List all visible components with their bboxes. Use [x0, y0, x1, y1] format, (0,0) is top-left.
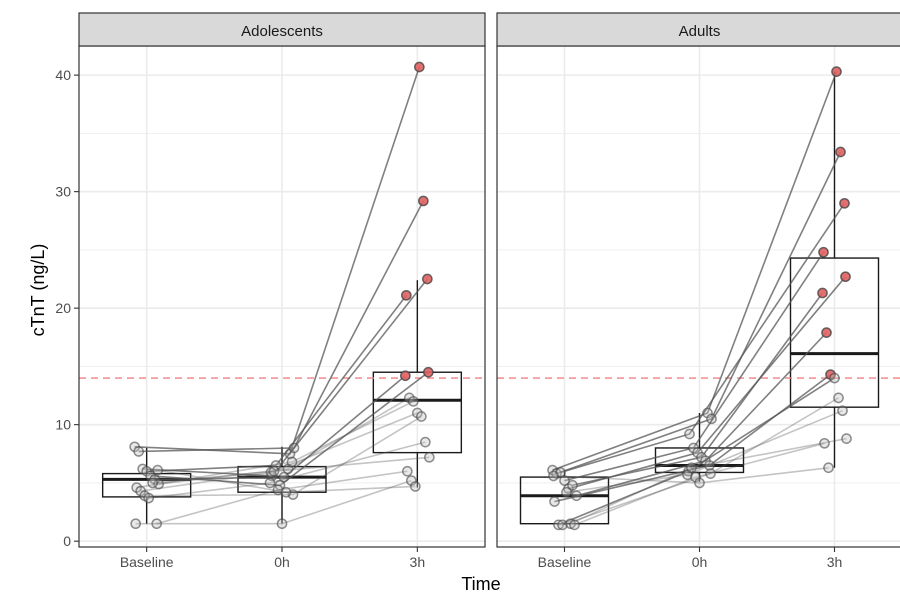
data-point [822, 328, 831, 337]
y-tick-label: 30 [55, 184, 71, 200]
facet-panel-adults: Adults [497, 13, 900, 547]
x-tick-label: 3h [410, 554, 426, 570]
data-point [153, 466, 162, 475]
data-point [842, 434, 851, 443]
data-point [819, 248, 828, 257]
data-point [570, 520, 579, 529]
data-point [824, 463, 833, 472]
data-point [820, 439, 829, 448]
data-point [265, 478, 274, 487]
y-axis-title: cTnT (ng/L) [28, 244, 48, 337]
x-axis: Baseline 0h 3h Baseline 0h 3h [120, 547, 842, 570]
data-point [134, 447, 143, 456]
facet-panel-adolescents: Adolescents [79, 13, 485, 547]
data-point [549, 471, 558, 480]
data-point [277, 519, 286, 528]
data-point [411, 482, 420, 491]
data-point [419, 196, 428, 205]
data-point [841, 272, 850, 281]
data-point [562, 488, 571, 497]
data-point [403, 467, 412, 476]
facet-panels: Adolescents Adults [79, 13, 900, 547]
data-point [424, 368, 433, 377]
data-point [401, 371, 410, 380]
x-tick-label: 3h [827, 554, 843, 570]
data-point [818, 288, 827, 297]
x-tick-label: Baseline [538, 554, 592, 570]
y-axis: 0 10 20 30 40 [55, 67, 79, 549]
x-axis-title: Time [461, 574, 500, 594]
facet-strip-label: Adults [679, 23, 721, 40]
data-point [131, 519, 140, 528]
data-point [830, 373, 839, 382]
data-point [695, 478, 704, 487]
data-point [269, 467, 278, 476]
y-tick-label: 40 [55, 67, 71, 83]
x-tick-label: 0h [692, 554, 708, 570]
data-point [415, 62, 424, 71]
data-point [685, 429, 694, 438]
data-point [417, 412, 426, 421]
data-point [402, 291, 411, 300]
data-point [409, 397, 418, 406]
data-point [421, 438, 430, 447]
data-point [144, 493, 153, 502]
data-point [550, 497, 559, 506]
data-point [148, 478, 157, 487]
data-point [423, 274, 432, 283]
y-tick-label: 10 [55, 417, 71, 433]
data-point [281, 488, 290, 497]
data-point [838, 406, 847, 415]
y-tick-label: 0 [63, 533, 71, 549]
data-point [832, 67, 841, 76]
y-tick-label: 20 [55, 300, 71, 316]
x-tick-label: 0h [274, 554, 290, 570]
data-point [687, 463, 696, 472]
x-tick-label: Baseline [120, 554, 174, 570]
data-point [836, 147, 845, 156]
data-point [840, 199, 849, 208]
data-point [834, 393, 843, 402]
data-point [425, 453, 434, 462]
facet-strip-label: Adolescents [241, 23, 323, 40]
